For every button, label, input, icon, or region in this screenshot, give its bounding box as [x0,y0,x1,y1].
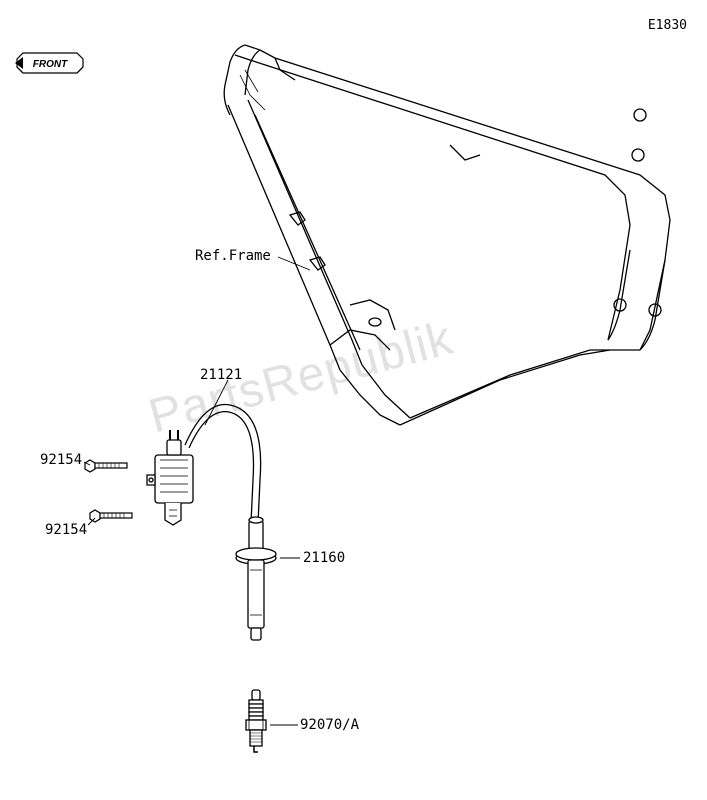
ref-frame-label: Ref.Frame [195,248,271,264]
part-21160-label: 21160 [303,550,345,566]
part-92070a-label: 92070/A [300,717,359,733]
part-21121-label: 21121 [200,367,242,383]
technical-drawing [0,0,707,800]
part-92154-label-1: 92154 [40,452,82,468]
parts-diagram: FRONT E1830 PartsRepublik [0,0,707,800]
part-92154-label-2: 92154 [45,522,87,538]
